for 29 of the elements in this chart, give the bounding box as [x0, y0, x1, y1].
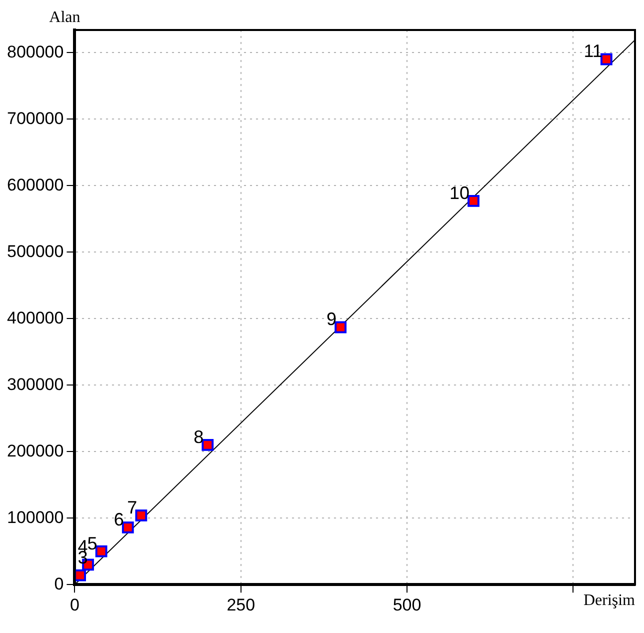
point [74, 569, 86, 582]
y-tick-label: 700000 [6, 108, 64, 128]
y-tick-label: 400000 [6, 308, 64, 328]
annotation: 10 [449, 182, 470, 203]
x-tick-label: 0 [70, 595, 80, 614]
x-tick-label: 250 [226, 595, 256, 614]
y-tick-label: 100000 [6, 508, 64, 527]
y-axis-title: Alan [49, 9, 80, 26]
annotation: 9 [326, 309, 337, 330]
y-tick-label: 600000 [6, 175, 64, 194]
annotation: 6 [114, 509, 124, 530]
annotation: 5 [87, 533, 98, 554]
point [600, 53, 612, 66]
annotation: 11 [584, 41, 602, 62]
point [468, 194, 480, 207]
point [334, 321, 347, 334]
y-tick-label: 0 [54, 574, 64, 594]
y-tick-label: 300000 [6, 374, 64, 394]
x-axis-title: Derişim [583, 592, 636, 609]
point [135, 509, 148, 522]
annotation: 7 [127, 497, 138, 518]
y-tick-label: 800000 [6, 42, 64, 62]
point [202, 439, 214, 451]
y-tick-label: 200000 [6, 441, 64, 460]
point [122, 521, 134, 534]
x-tick-label: 500 [392, 595, 422, 614]
annotation: 8 [194, 426, 204, 447]
y-tick-label: 500000 [6, 242, 64, 261]
point [95, 545, 108, 558]
